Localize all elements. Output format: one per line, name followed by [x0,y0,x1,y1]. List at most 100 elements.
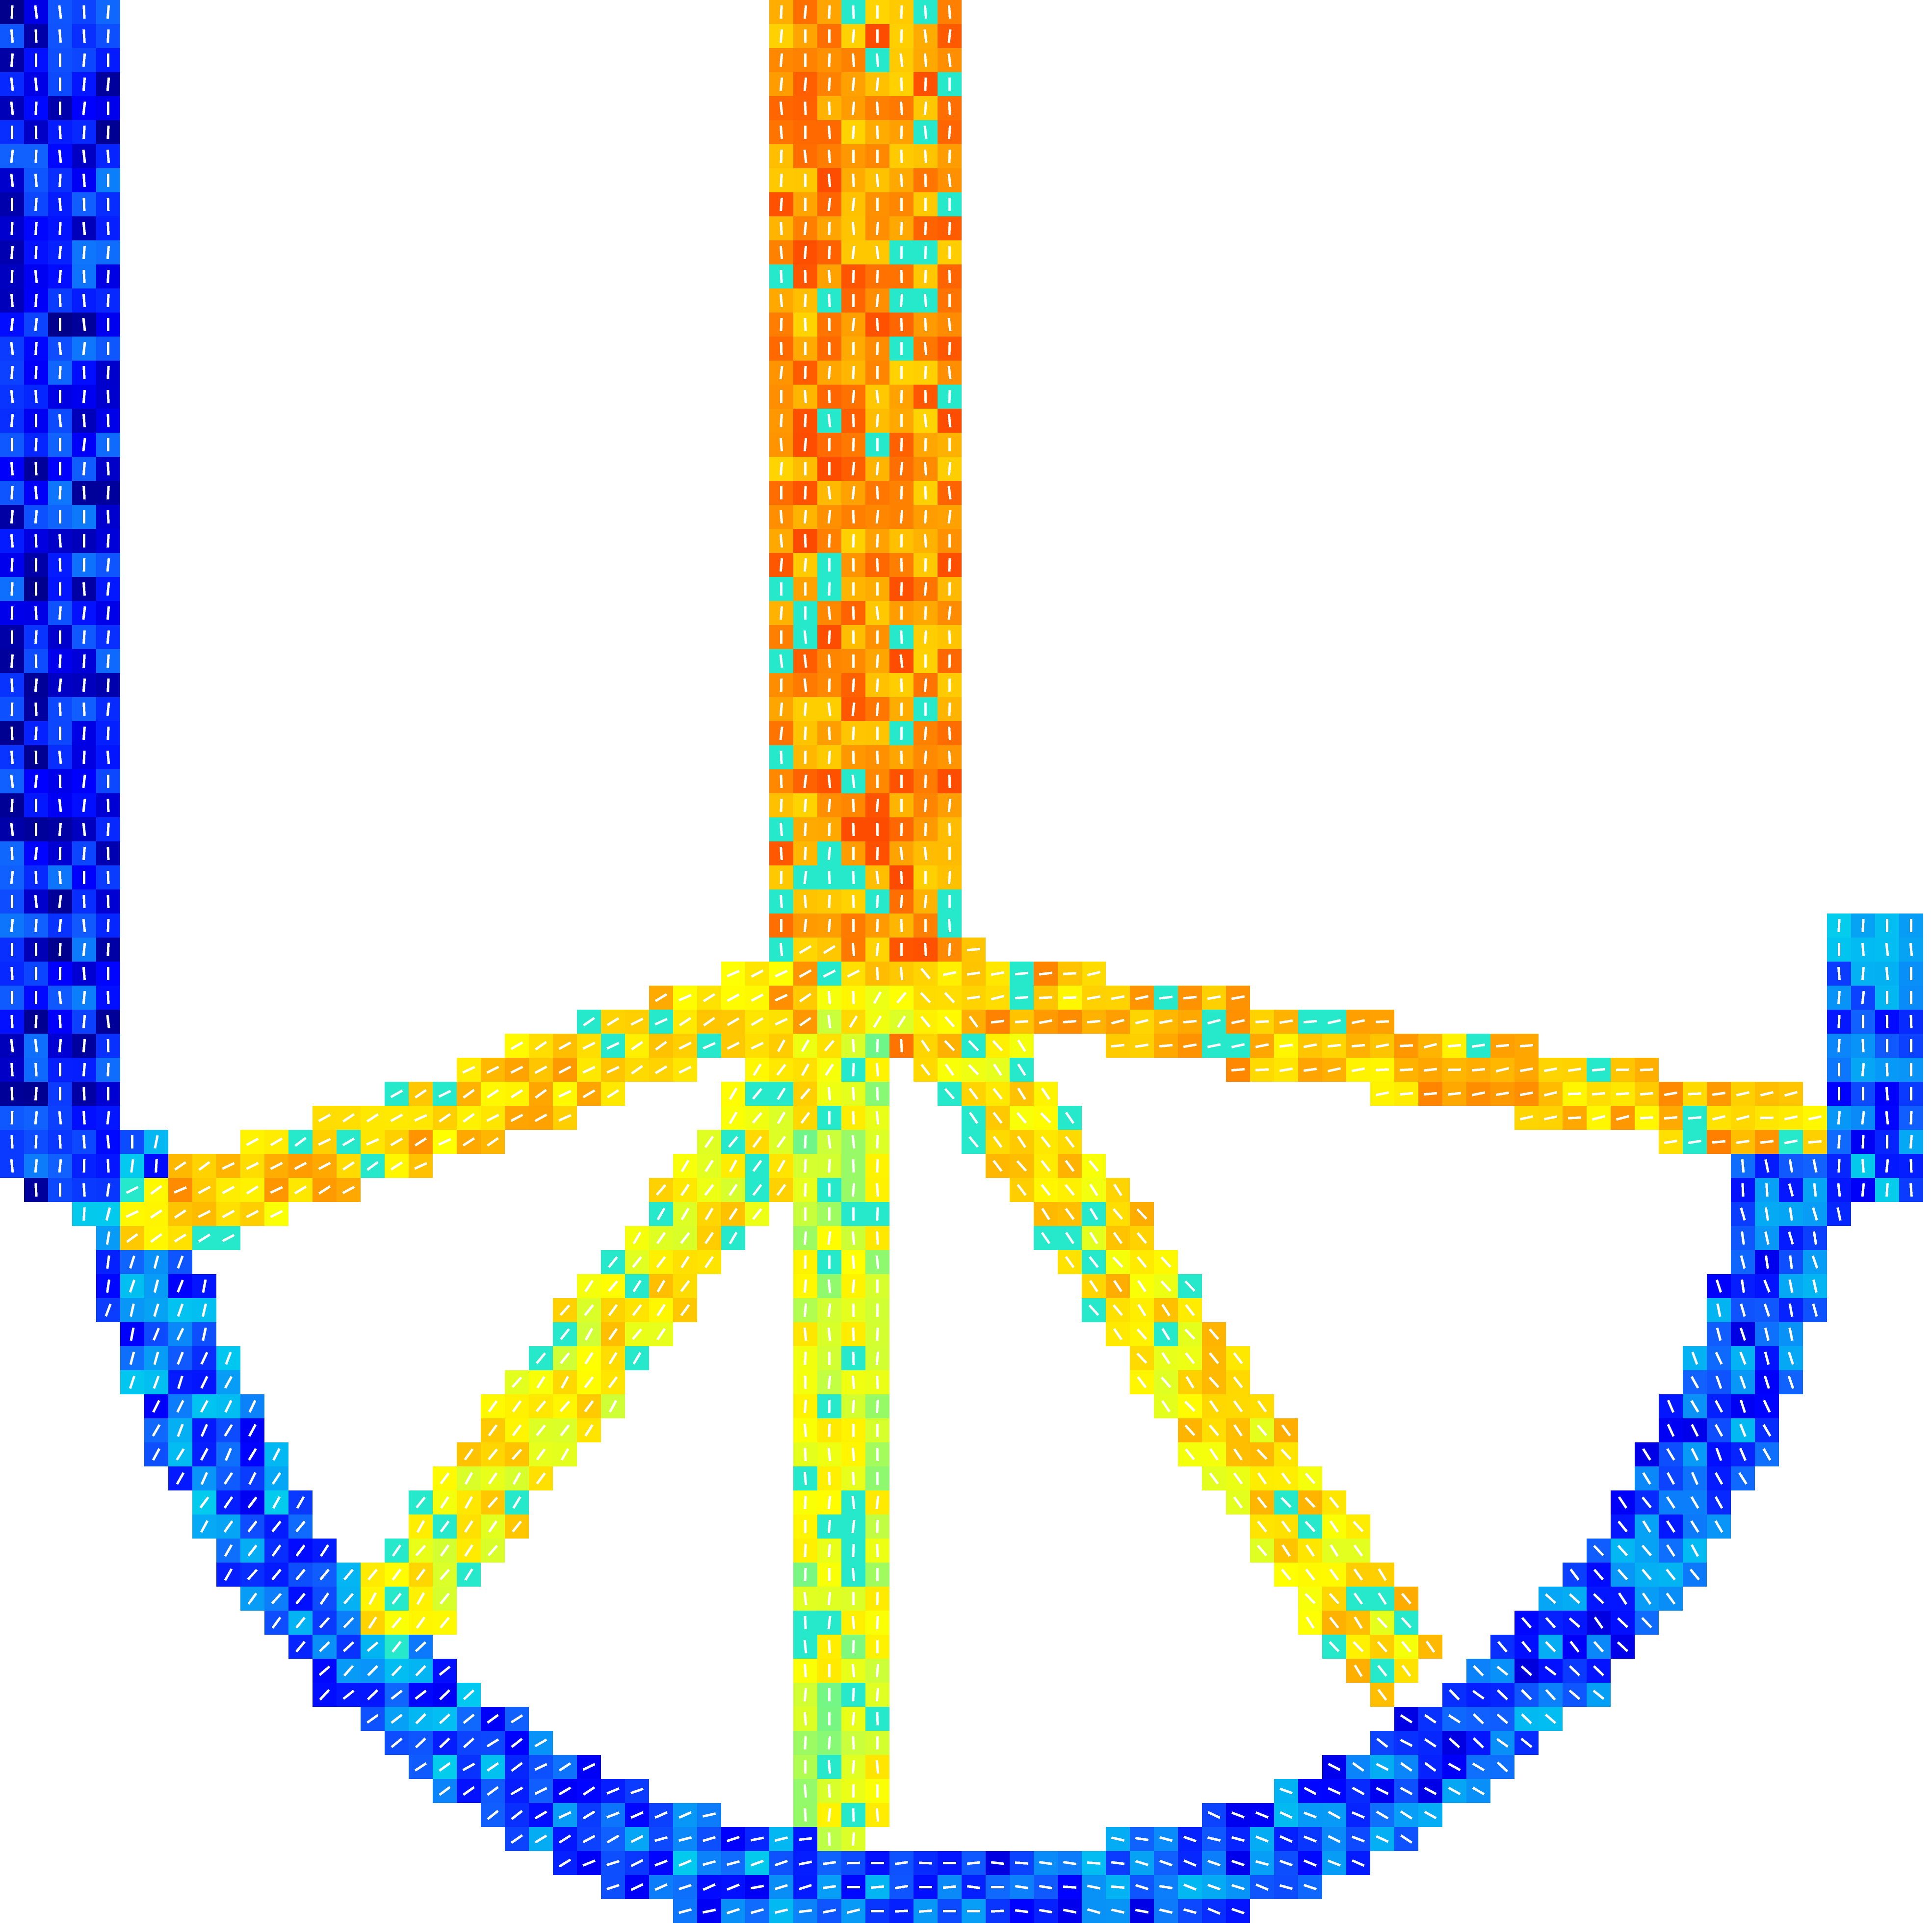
orientation-glyph [947,125,952,139]
orientation-glyph [803,1784,808,1798]
orientation-glyph [968,1064,979,1076]
orientation-glyph [1088,1304,1099,1316]
orientation-glyph [1231,1019,1245,1024]
orientation-glyph [10,1159,14,1173]
orientation-glyph [1401,1665,1411,1677]
orientation-glyph [1184,1401,1196,1412]
orientation-glyph [1811,1255,1819,1269]
orientation-glyph [558,1786,572,1796]
orientation-glyph [1764,1351,1770,1365]
orientation-glyph [1812,1303,1818,1317]
orientation-glyph [966,995,981,1000]
orientation-glyph [948,221,951,235]
orientation-glyph [342,1185,355,1195]
orientation-glyph [177,1303,184,1317]
orientation-glyph [1327,1067,1341,1072]
orientation-glyph [828,1543,831,1558]
orientation-glyph [1137,1304,1147,1317]
orientation-glyph [630,1859,644,1867]
orientation-glyph [1909,1135,1913,1149]
orientation-glyph [464,1568,473,1581]
orientation-glyph [852,1087,855,1101]
orientation-glyph [608,1256,618,1268]
orientation-glyph [1257,1400,1267,1412]
orientation-glyph [440,1472,450,1485]
orientation-glyph [558,1834,572,1844]
orientation-glyph [1861,1159,1865,1173]
orientation-glyph [750,1884,764,1890]
orientation-glyph [1015,971,1029,976]
orientation-glyph [58,414,62,428]
orientation-glyph [774,1908,788,1914]
orientation-glyph [1064,1184,1075,1196]
orientation-glyph [803,558,808,572]
orientation-glyph [944,1040,955,1051]
orientation-glyph [876,1447,879,1462]
orientation-glyph [876,1231,879,1245]
orientation-glyph [968,1016,979,1028]
orientation-glyph [319,1641,330,1652]
orientation-glyph [1593,1665,1604,1676]
orientation-glyph [1304,1786,1317,1796]
orientation-glyph [1065,1231,1075,1245]
orientation-glyph [851,1519,856,1534]
orientation-glyph [827,1015,832,1029]
orientation-glyph [511,1810,523,1820]
orientation-glyph [828,870,831,885]
orientation-glyph [923,582,928,596]
orientation-glyph [991,1861,1005,1865]
orientation-glyph [222,1162,235,1170]
orientation-glyph [1183,995,1197,1000]
orientation-glyph [1354,1616,1363,1629]
orientation-glyph [1714,1400,1723,1413]
orientation-glyph [174,1161,187,1171]
orientation-glyph [34,678,38,692]
orientation-glyph [488,1424,498,1436]
orientation-glyph [948,942,951,957]
orientation-glyph [1063,1885,1077,1889]
orientation-glyph [343,1665,354,1677]
orientation-glyph [948,582,951,596]
orientation-glyph [899,654,904,668]
orientation-glyph [803,77,808,91]
orientation-glyph [1689,1568,1700,1581]
orientation-glyph [1740,1303,1746,1317]
orientation-glyph [58,1039,62,1053]
orientation-glyph [1305,1616,1315,1629]
orientation-glyph [558,1762,572,1772]
orientation-glyph [1642,1472,1651,1485]
orientation-glyph [534,1763,548,1771]
orientation-glyph [924,149,927,163]
orientation-glyph [82,173,86,187]
orientation-glyph [439,1786,451,1796]
orientation-glyph [58,173,62,187]
orientation-glyph [1788,1183,1794,1197]
orientation-glyph [828,53,831,67]
orientation-glyph [1909,942,1913,957]
orientation-glyph [948,702,951,716]
orientation-glyph [82,726,86,740]
orientation-glyph [82,1039,86,1053]
orientation-glyph [876,846,879,861]
orientation-glyph [58,1015,62,1029]
orientation-glyph [1281,1520,1291,1533]
orientation-glyph [82,774,86,788]
orientation-glyph [10,53,14,67]
orientation-glyph [271,1593,282,1605]
orientation-glyph [798,1837,812,1841]
orientation-glyph [780,822,783,836]
orientation-glyph [10,798,14,812]
orientation-glyph [900,702,903,716]
orientation-glyph [34,918,38,933]
orientation-glyph [82,942,86,957]
orientation-glyph [176,1400,184,1413]
orientation-glyph [680,1255,690,1269]
orientation-glyph [1161,1328,1171,1341]
orientation-glyph [342,1641,355,1652]
orientation-glyph [1328,1787,1341,1795]
orientation-glyph [510,1041,523,1050]
orientation-glyph [780,197,783,211]
orientation-glyph [1715,1375,1723,1389]
orientation-glyph [560,1376,570,1389]
orientation-glyph [1209,1472,1219,1485]
